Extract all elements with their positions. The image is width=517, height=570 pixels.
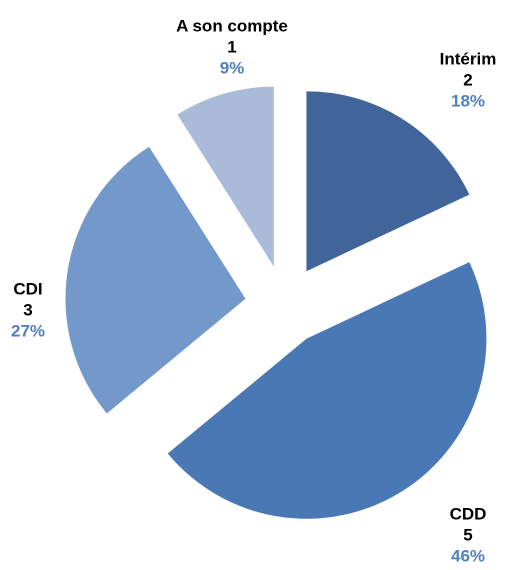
slice-percent: 27% xyxy=(11,321,45,340)
slice-count: 1 xyxy=(227,37,236,56)
pie-slice xyxy=(306,91,470,272)
slice-percent: 46% xyxy=(451,546,485,565)
slice-label: CDD xyxy=(450,504,487,523)
pie-slice xyxy=(177,86,274,267)
slice-percent: 9% xyxy=(220,58,245,77)
slice-count: 2 xyxy=(463,70,472,89)
slice-count: 5 xyxy=(463,525,472,544)
slice-count: 3 xyxy=(23,300,32,319)
slice-label: Intérim xyxy=(440,49,497,68)
slice-label: A son compte xyxy=(176,16,288,35)
pie-slice xyxy=(167,262,487,519)
slice-percent: 18% xyxy=(451,91,485,110)
slice-label: CDI xyxy=(13,279,42,298)
pie-slice xyxy=(65,146,246,414)
